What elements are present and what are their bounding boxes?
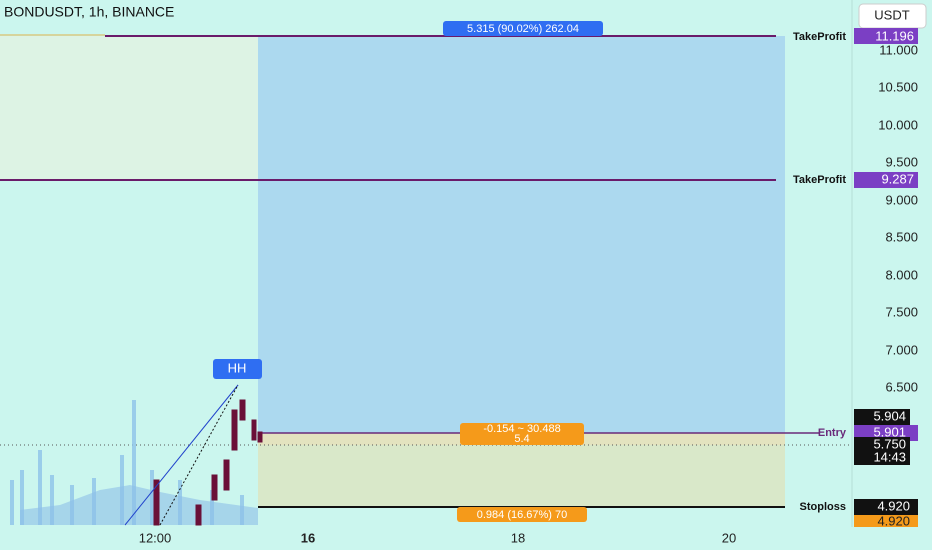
price-tick: 7.000 — [885, 342, 918, 357]
time-tick: 20 — [722, 530, 736, 545]
price-tag — [854, 499, 918, 515]
price-tick: 8.500 — [885, 229, 918, 244]
target-label: 5.315 (90.02%) 262.04 — [467, 23, 579, 35]
price-tick: 10.000 — [878, 117, 918, 132]
trend-line — [124, 384, 239, 526]
stop-label: 0.984 (16.67%) 70 — [477, 509, 568, 521]
countdown: 14:43 — [873, 449, 906, 464]
price-tag-text: 4.920 — [877, 513, 910, 528]
hh-marker — [213, 359, 262, 379]
price-tick: 11.000 — [879, 42, 918, 57]
price-tag — [854, 409, 910, 425]
time-tick: 12:00 — [139, 530, 172, 545]
level-label: Entry — [818, 427, 847, 439]
price-tag-text: 5.750 — [873, 436, 906, 451]
trend-line — [159, 384, 239, 526]
price-axis: 11.000 10.500 10.000 9.500 9.000 8.500 8… — [878, 42, 918, 394]
level-label: TakeProfit — [793, 174, 846, 186]
price-tick: 6.500 — [885, 379, 918, 394]
hh-label: HH — [228, 360, 247, 375]
price-tag — [854, 437, 910, 465]
time-axis-bg — [0, 527, 932, 550]
price-tag-text: 11.196 — [875, 28, 914, 43]
price-tick: 7.500 — [885, 304, 918, 319]
price-tick: 8.000 — [885, 267, 918, 282]
symbol-title: BONDUSDT, 1h, BINANCE — [4, 4, 174, 20]
target-badge — [443, 21, 603, 36]
level-label: TakeProfit — [793, 31, 846, 43]
price-tick: 10.500 — [878, 79, 918, 94]
time-tick: 16 — [301, 530, 315, 545]
time-tick: 18 — [511, 530, 525, 545]
price-tick: 9.000 — [885, 192, 918, 207]
price-tag — [854, 172, 918, 188]
stop-zone — [258, 445, 785, 507]
price-tick: 9.500 — [885, 154, 918, 169]
target-zone-left — [0, 36, 258, 180]
price-tag-text: 9.287 — [881, 171, 914, 186]
price-tag-text: 5.901 — [873, 424, 906, 439]
price-tag — [854, 515, 918, 529]
level-label: Stoploss — [800, 501, 846, 513]
volume-bars — [10, 400, 258, 525]
target-zone — [258, 36, 785, 433]
entry-label: -0.154 ~ 30.488 — [483, 423, 560, 435]
stop-badge — [457, 507, 587, 522]
price-tag-text: 5.904 — [873, 408, 906, 423]
price-tag — [854, 28, 918, 44]
entry-badge — [460, 423, 584, 445]
entry-label: 5.4 — [514, 433, 529, 445]
currency-label[interactable]: USDT — [874, 7, 909, 22]
price-tag-text: 4.920 — [877, 498, 910, 513]
candles — [153, 399, 263, 526]
